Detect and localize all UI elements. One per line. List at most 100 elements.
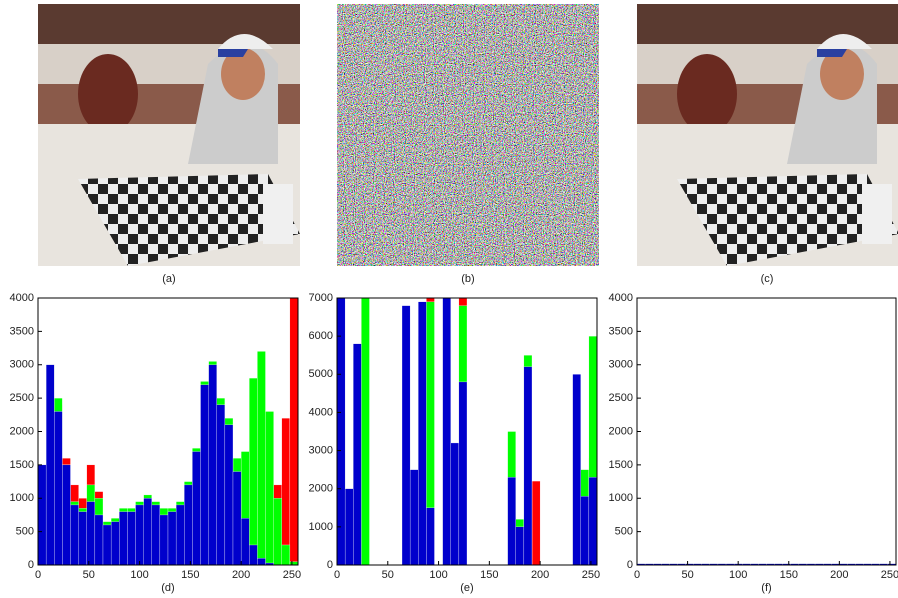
caption: (b) xyxy=(461,273,474,285)
x-tick-label: 250 xyxy=(582,569,600,581)
y-tick-label: 2000 xyxy=(609,425,633,437)
x-tick-label: 50 xyxy=(681,569,693,581)
hist-bar xyxy=(54,411,62,565)
hist-bar xyxy=(451,443,459,565)
hist-bar xyxy=(257,558,265,565)
hist-bar xyxy=(337,298,345,565)
y-tick-label: 0 xyxy=(327,559,333,571)
hist-bar xyxy=(184,485,192,565)
hist-bar xyxy=(524,367,532,565)
hist-bar xyxy=(443,298,451,565)
hist-bar xyxy=(225,425,233,565)
hist-bar xyxy=(581,496,589,565)
y-tick-label: 3500 xyxy=(609,325,633,337)
y-tick-label: 7000 xyxy=(309,292,333,304)
hist-bar xyxy=(249,378,257,565)
y-tick-label: 1000 xyxy=(10,492,34,504)
hist-bar xyxy=(257,351,265,565)
y-tick-label: 2000 xyxy=(10,425,34,437)
caption: (a) xyxy=(162,273,175,285)
hist-bar xyxy=(418,302,426,565)
y-tick-label: 3000 xyxy=(309,444,333,456)
y-tick-label: 2000 xyxy=(309,483,333,495)
hist-bar xyxy=(410,470,418,565)
y-tick-label: 3000 xyxy=(609,359,633,371)
hist-bar xyxy=(119,512,127,565)
x-tick-label: 200 xyxy=(531,569,549,581)
y-tick-label: 4000 xyxy=(309,406,333,418)
x-tick-label: 200 xyxy=(830,569,848,581)
x-tick-label: 0 xyxy=(634,569,640,581)
hist-bar xyxy=(217,405,225,565)
y-tick-label: 0 xyxy=(28,559,34,571)
hist-bar xyxy=(241,518,249,565)
hist-bar xyxy=(152,505,160,565)
hist-bar xyxy=(95,515,103,565)
hist-bar xyxy=(192,452,200,565)
hist-bar xyxy=(176,505,184,565)
y-tick-label: 500 xyxy=(16,526,34,538)
hist-bar xyxy=(38,465,46,565)
hist-bar xyxy=(290,298,298,565)
x-tick-label: 100 xyxy=(729,569,747,581)
caption: (f) xyxy=(761,582,771,594)
y-tick-label: 1500 xyxy=(609,459,633,471)
caption: (c) xyxy=(761,273,774,285)
y-tick-label: 4000 xyxy=(609,292,633,304)
hist-bar xyxy=(282,418,290,565)
x-tick-label: 100 xyxy=(429,569,447,581)
hist-bar xyxy=(46,365,54,565)
hist-bar xyxy=(402,306,410,565)
hist-bar xyxy=(201,385,209,565)
hist-bar xyxy=(426,508,434,565)
y-tick-label: 1000 xyxy=(609,492,633,504)
hist-bar xyxy=(282,545,290,565)
hist-bar xyxy=(87,502,95,565)
x-tick-label: 200 xyxy=(232,569,250,581)
hist-bar xyxy=(62,465,70,565)
x-tick-label: 250 xyxy=(283,569,301,581)
image-a xyxy=(38,4,300,266)
caption: (e) xyxy=(460,582,473,594)
hist-bar xyxy=(136,505,144,565)
hist-bar xyxy=(459,382,467,565)
y-tick-label: 4000 xyxy=(10,292,34,304)
caption: (d) xyxy=(161,582,174,594)
hist-bar xyxy=(233,472,241,565)
hist-bar xyxy=(345,489,353,565)
y-tick-label: 6000 xyxy=(309,330,333,342)
y-tick-label: 3500 xyxy=(10,325,34,337)
x-tick-label: 150 xyxy=(780,569,798,581)
y-tick-label: 3000 xyxy=(10,359,34,371)
plot-frame xyxy=(637,298,896,565)
hist-bar xyxy=(532,481,540,565)
y-tick-label: 500 xyxy=(615,526,633,538)
hist-bar xyxy=(573,374,581,565)
hist-bar xyxy=(508,477,516,565)
hist-bar xyxy=(168,512,176,565)
hist-bar xyxy=(111,522,119,565)
hist-bar xyxy=(353,344,361,565)
y-tick-label: 1000 xyxy=(309,521,333,533)
hist-bar xyxy=(160,515,168,565)
y-tick-label: 2500 xyxy=(10,392,34,404)
image-c xyxy=(637,4,898,266)
hist-bar xyxy=(79,512,87,565)
hist-bar xyxy=(103,525,111,565)
x-tick-label: 0 xyxy=(334,569,340,581)
hist-bar xyxy=(361,298,369,565)
y-tick-label: 1500 xyxy=(10,459,34,471)
x-tick-label: 250 xyxy=(881,569,898,581)
hist-bar xyxy=(589,477,597,565)
y-tick-label: 0 xyxy=(627,559,633,571)
x-tick-label: 100 xyxy=(130,569,148,581)
figure: (a) (b) (c) 0500100015002000250030003500… xyxy=(0,0,898,598)
x-tick-label: 150 xyxy=(480,569,498,581)
hist-bar xyxy=(127,512,135,565)
y-tick-label: 2500 xyxy=(609,392,633,404)
hist-bar xyxy=(516,527,524,565)
hist-bar xyxy=(274,498,282,565)
hist-bar xyxy=(290,562,298,565)
x-tick-label: 0 xyxy=(35,569,41,581)
image-b xyxy=(337,4,599,266)
